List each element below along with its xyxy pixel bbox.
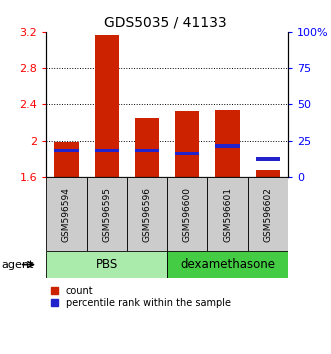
Bar (135, 118, 159, 177)
Text: agent: agent (2, 259, 34, 270)
Text: GSM596596: GSM596596 (143, 187, 152, 242)
Bar (256, 170, 280, 177)
Text: GSM596601: GSM596601 (223, 187, 232, 242)
Text: PBS: PBS (96, 258, 118, 271)
Bar (54, 142, 78, 177)
Bar (54, 149, 78, 152)
Bar (208, 177, 248, 251)
Text: GSM596595: GSM596595 (102, 187, 111, 242)
Bar (87, 177, 127, 251)
Legend: count, percentile rank within the sample: count, percentile rank within the sample (51, 286, 231, 308)
Bar (167, 177, 208, 251)
Bar (46, 251, 167, 278)
Text: GSM596594: GSM596594 (62, 187, 71, 242)
Text: GSM596602: GSM596602 (263, 187, 272, 242)
Bar (95, 35, 119, 177)
Bar (256, 158, 280, 161)
Bar (127, 177, 167, 251)
Bar (215, 144, 240, 148)
Bar (248, 177, 288, 251)
Text: dexamethasone: dexamethasone (180, 258, 275, 271)
Text: GSM596600: GSM596600 (183, 187, 192, 242)
Bar (175, 111, 199, 177)
Text: GDS5035 / 41133: GDS5035 / 41133 (104, 16, 227, 30)
Bar (167, 251, 288, 278)
Bar (215, 110, 240, 177)
Bar (46, 177, 87, 251)
Bar (175, 152, 199, 155)
Bar (135, 149, 159, 152)
Bar (95, 149, 119, 152)
